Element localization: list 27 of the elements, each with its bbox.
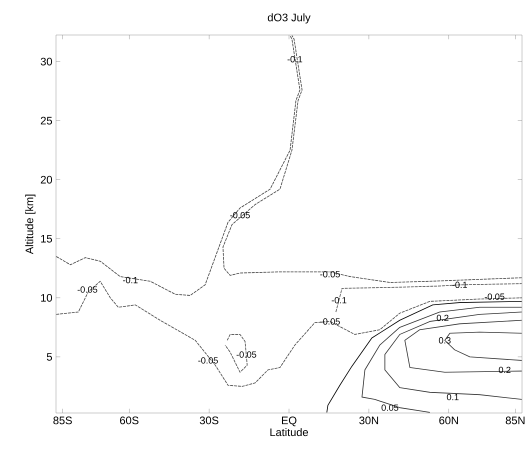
x-axis-title: Latitude (270, 428, 308, 436)
x-tick-label: 60S (120, 416, 138, 424)
annotation: -0.05 (78, 286, 98, 293)
annotation: -0.1 (332, 297, 346, 304)
annotation: -0.05 (198, 357, 218, 364)
annotation: -0.05 (230, 212, 250, 218)
y-tick-label: 5 (46, 353, 52, 361)
y-axis-title: Altitude [km] (25, 194, 36, 254)
x-tick-label: 85N (506, 416, 525, 424)
annotation: -0.05 (320, 318, 340, 325)
x-tick-label: 30S (200, 416, 218, 424)
x-tick-label: 60N (439, 416, 458, 424)
y-tick-label: 10 (41, 294, 52, 302)
y-tick-label: 15 (41, 234, 52, 243)
annotation: -0.1 (122, 276, 138, 284)
y-tick-label: 25 (40, 116, 52, 125)
annotation: -0.05 (484, 293, 504, 300)
annotation: 0.1 (446, 394, 459, 400)
x-tick-label: 85S (53, 416, 72, 424)
y-tick-label: 30 (40, 58, 52, 66)
annotation: -0.05 (320, 271, 340, 278)
y-tick-label: 20 (40, 176, 52, 184)
chart-title: dO3 July (268, 13, 311, 24)
annotation: 0.05 (382, 404, 398, 411)
x-tick-label: 30N (359, 416, 378, 424)
annotation: -0.05 (236, 351, 256, 358)
x-tick-label: EQ (282, 416, 296, 426)
